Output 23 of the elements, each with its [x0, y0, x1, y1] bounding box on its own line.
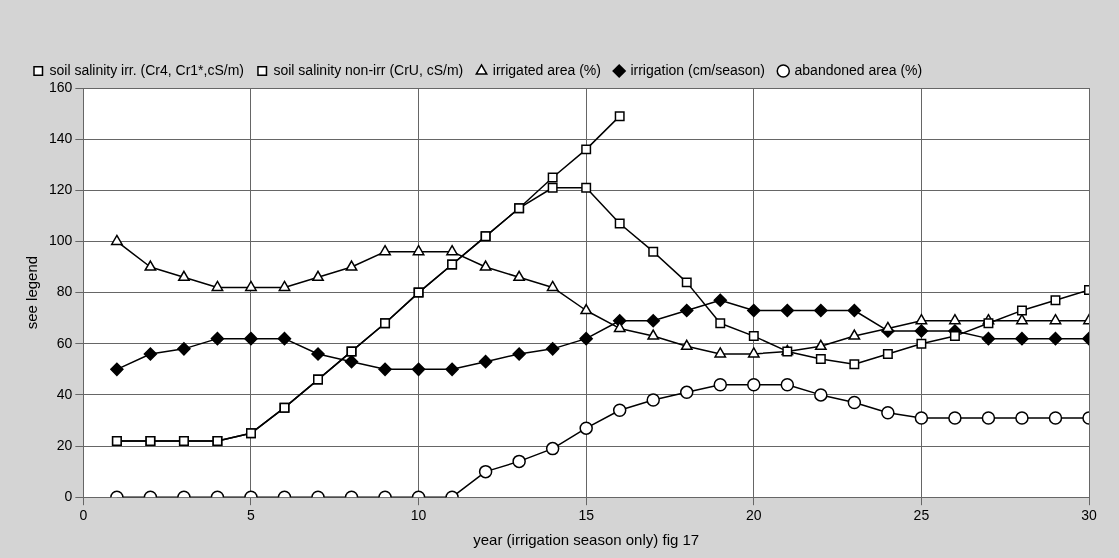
legend-label: irrigated area (%) [492, 61, 601, 78]
x-tick-label: 25 [913, 507, 930, 524]
x-tick-label: 30 [1081, 507, 1097, 524]
y-tick-label: 0 [64, 488, 73, 505]
y-tick-label: 40 [56, 385, 73, 402]
y-tick-label: 160 [49, 78, 73, 95]
x-tick-label: 10 [410, 507, 427, 524]
x-axis-title: year (irrigation season only) fig 17 [473, 531, 700, 549]
y-tick-label: 120 [49, 181, 73, 198]
y-tick-label: 80 [56, 283, 73, 300]
y-tick-label: 20 [56, 436, 73, 453]
x-tick-label: 15 [578, 507, 595, 524]
legend-label: soil salinity non-irr (CrU, cS/m) [273, 61, 464, 78]
y-tick-label: 60 [56, 334, 73, 351]
x-tick-label: 20 [746, 507, 762, 524]
legend-label: soil salinity irr. (Cr4, Cr1*,cS/m) [49, 61, 244, 78]
legend-label: abandoned area (%) [794, 61, 923, 78]
x-tick-label: 5 [247, 507, 256, 524]
legend-label: irrigation (cm/season) [630, 61, 766, 78]
y-tick-label: 140 [49, 130, 73, 147]
y-tick-label: 100 [49, 232, 73, 249]
x-tick-label: 0 [79, 507, 88, 524]
y-axis-title: see legend [23, 255, 41, 330]
